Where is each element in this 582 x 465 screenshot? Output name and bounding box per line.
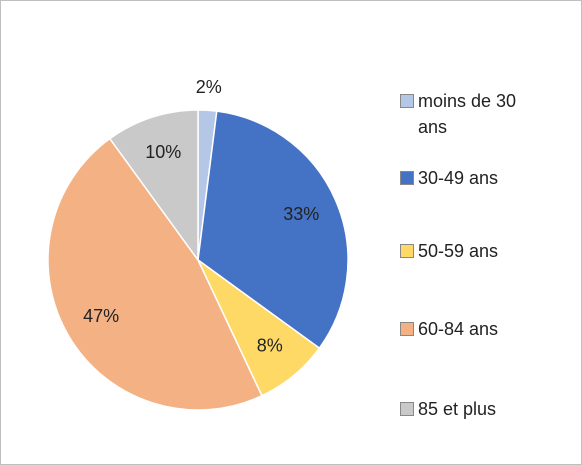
legend-swatch <box>400 402 414 416</box>
legend-item: 85 et plus <box>400 396 518 422</box>
legend-label: 60-84 ans <box>418 319 499 339</box>
legend-item: 60-84 ans <box>400 316 518 342</box>
pie-slice <box>47 137 263 411</box>
legend-label: moins de 30 ans <box>418 91 517 137</box>
pie-slice <box>108 109 199 263</box>
legend-item: 30-49 ans <box>400 165 518 191</box>
legend-item: 50-59 ans <box>400 238 518 264</box>
legend-swatch <box>400 322 414 336</box>
data-label: 2% <box>196 77 222 97</box>
pie-slice <box>197 110 349 350</box>
legend-label: 85 et plus <box>418 399 497 419</box>
data-label: 33% <box>283 204 319 224</box>
data-label: 10% <box>145 142 181 162</box>
legend-swatch <box>400 244 414 258</box>
legend-swatch <box>400 94 414 108</box>
legend-label: 30-49 ans <box>418 168 499 188</box>
data-label: 8% <box>257 335 283 355</box>
legend-label: 50-59 ans <box>418 241 499 261</box>
legend-item: moins de 30 ans <box>400 88 518 140</box>
data-label: 47% <box>83 306 119 326</box>
legend-swatch <box>400 171 414 185</box>
